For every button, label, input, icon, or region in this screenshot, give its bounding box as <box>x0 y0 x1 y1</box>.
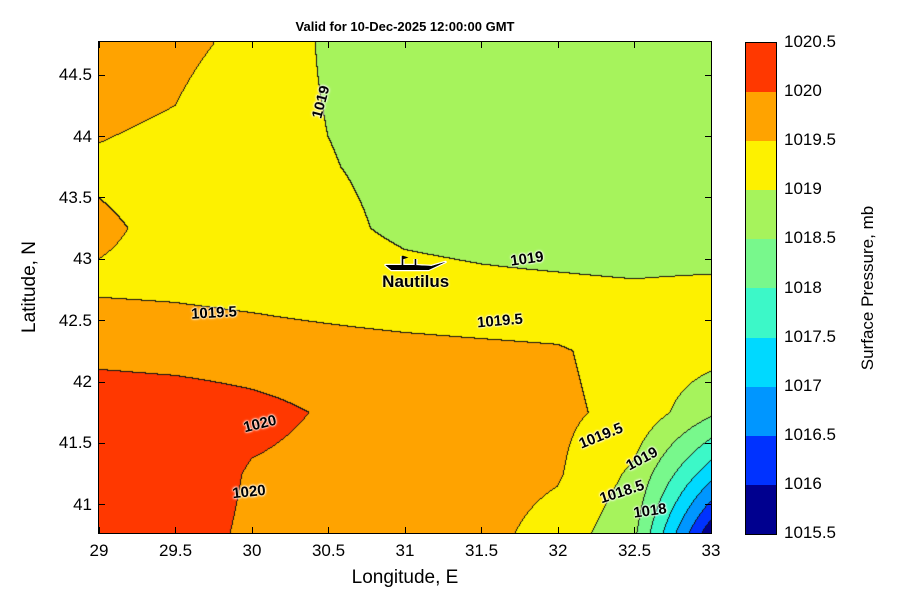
colorbar-tick-label: 1016 <box>784 473 822 493</box>
y-tick-mark <box>99 136 105 138</box>
contour-label: 1019.5 <box>190 303 238 323</box>
y-tick-mark <box>99 442 105 444</box>
colorbar-band <box>746 386 776 436</box>
colorbar-band <box>746 190 776 240</box>
colorbar-band <box>746 43 776 93</box>
colorbar-tick-label: 1017 <box>784 375 822 395</box>
y-tick-mark <box>99 381 105 383</box>
x-tick-mark <box>557 42 559 48</box>
x-tick-mark <box>328 527 329 533</box>
x-tick-mark <box>404 527 406 533</box>
x-tick-mark <box>481 42 482 48</box>
colorbar-band <box>746 288 776 338</box>
y-tick-label: 42 <box>73 372 92 392</box>
y-tick-mark <box>99 320 105 322</box>
colorbar-band <box>746 92 776 142</box>
x-tick-label: 32 <box>548 541 568 560</box>
colorbar-tick-label: 1018 <box>784 277 822 297</box>
contour-label: 1019.5 <box>476 310 524 332</box>
x-tick-mark <box>251 42 253 48</box>
y-tick-label: 43.5 <box>58 187 92 207</box>
y-tick-mark <box>705 442 711 444</box>
x-tick-label: 31 <box>395 541 415 560</box>
y-tick-mark <box>99 504 105 506</box>
x-tick-mark <box>251 527 253 533</box>
y-tick-label: 41 <box>73 494 92 514</box>
x-tick-mark <box>481 527 482 533</box>
plot-area <box>98 41 712 534</box>
x-tick-label: 33 <box>701 541 721 560</box>
x-tick-mark <box>175 527 176 533</box>
colorbar-band <box>746 484 776 534</box>
x-tick-label: 29.5 <box>158 541 193 560</box>
x-tick-label: 32.5 <box>617 541 652 560</box>
colorbar-tick-label: 1016.5 <box>784 424 836 444</box>
x-tick-mark <box>404 42 406 48</box>
y-tick-label: 41.5 <box>58 433 92 453</box>
x-tick-mark <box>175 42 176 48</box>
colorbar-label: Surface Pressure, mb <box>858 205 877 371</box>
x-tick-mark <box>710 42 712 48</box>
x-tick-mark <box>328 42 329 48</box>
x-tick-mark <box>634 42 635 48</box>
station-label: Nautilus <box>382 271 450 291</box>
y-tick-mark <box>705 504 711 506</box>
colorbar-band <box>746 435 776 485</box>
y-tick-mark <box>705 197 711 199</box>
station-marker: Nautilus <box>382 253 449 291</box>
colorbar-band <box>746 337 776 387</box>
y-tick-label: 44 <box>73 126 92 146</box>
colorbar-tick-label: 1018.5 <box>784 228 836 248</box>
x-tick-label: 29 <box>89 541 109 560</box>
x-tick-label: 30 <box>242 541 262 560</box>
x-tick-label: 30.5 <box>311 541 346 560</box>
x-tick-mark <box>98 527 100 533</box>
y-tick-mark <box>705 258 711 260</box>
contour-canvas <box>99 42 711 533</box>
colorbar-tick-label: 1020.5 <box>784 32 836 51</box>
x-axis-label: Longitude, E <box>351 567 459 588</box>
colorbar-band <box>746 239 776 289</box>
y-tick-mark <box>705 320 711 322</box>
y-tick-label: 44.5 <box>58 65 92 85</box>
colorbar-tick-label: 1019 <box>784 179 822 199</box>
x-tick-mark <box>98 42 100 48</box>
ship-icon <box>384 255 447 271</box>
x-tick-label: 31.5 <box>464 541 499 560</box>
y-tick-mark <box>99 258 105 260</box>
y-tick-mark <box>705 136 711 138</box>
y-tick-mark <box>99 74 105 76</box>
x-tick-mark <box>634 527 635 533</box>
y-tick-mark <box>99 197 105 199</box>
colorbar-tick-label: 1019.5 <box>784 130 836 150</box>
y-tick-mark <box>705 381 711 383</box>
y-tick-mark <box>705 74 711 76</box>
colorbar-tick-label: 1015.5 <box>784 523 836 542</box>
figure-title: Valid for 10-Dec-2025 12:00:00 GMT <box>295 19 515 34</box>
x-tick-mark <box>710 527 712 533</box>
colorbar-band <box>746 141 776 191</box>
colorbar-tick-label: 1017.5 <box>784 326 836 346</box>
x-tick-mark <box>557 527 559 533</box>
colorbar <box>745 42 777 535</box>
y-tick-label: 42.5 <box>58 310 92 330</box>
y-tick-label: 43 <box>73 249 92 269</box>
colorbar-tick-label: 1020 <box>784 81 822 101</box>
